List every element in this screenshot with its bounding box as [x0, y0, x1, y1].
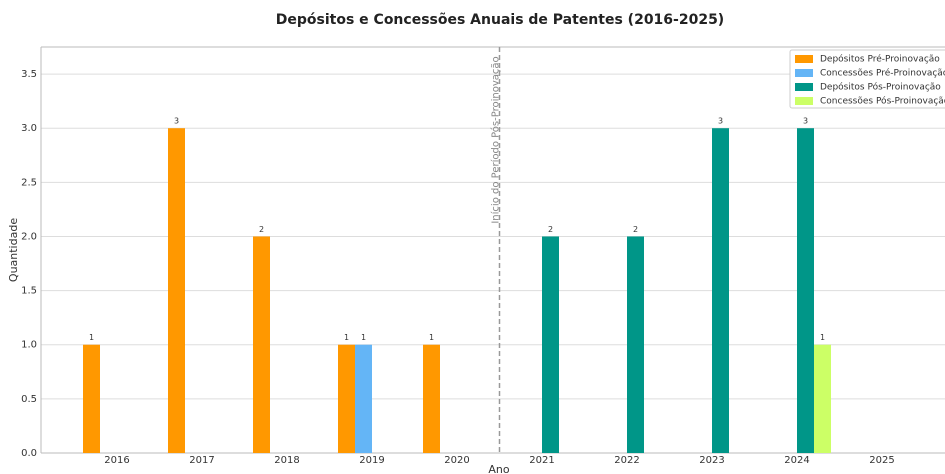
data-label: 2	[259, 225, 264, 234]
y-tick-label: 2.0	[21, 231, 37, 242]
x-tick-label: 2023	[699, 455, 724, 466]
bar	[814, 344, 831, 453]
y-tick-label: 1.5	[21, 286, 37, 297]
bar	[338, 344, 355, 453]
y-tick-label: 1.0	[21, 340, 37, 351]
y-tick-label: 0.5	[21, 394, 37, 405]
x-tick-label: 2024	[784, 455, 809, 466]
data-label: 1	[361, 333, 366, 342]
x-tick-label: 2018	[274, 455, 299, 466]
data-label: 2	[633, 225, 638, 234]
bar	[253, 236, 270, 453]
legend-swatch	[795, 83, 813, 91]
bar	[168, 128, 185, 453]
x-tick-label: 2019	[359, 455, 384, 466]
legend-box	[789, 49, 945, 109]
data-label: 2	[548, 225, 553, 234]
legend-swatch	[795, 69, 813, 77]
bar	[355, 344, 372, 453]
legend-label: Depósitos Pré-Proinovação	[820, 54, 940, 65]
bar	[712, 128, 729, 453]
bar	[83, 344, 100, 453]
annotation: Início do Período Pós-Proinovação	[490, 56, 502, 223]
x-tick-label: 2016	[104, 455, 129, 466]
bar	[627, 236, 644, 453]
y-tick-label: 3.0	[21, 123, 37, 134]
x-tick-label: 2025	[869, 455, 894, 466]
x-tick-label: 2022	[614, 455, 639, 466]
x-tick-label: 2017	[189, 455, 214, 466]
bar	[423, 344, 440, 453]
legend-label: Concessões Pré-Proinovação	[820, 68, 945, 79]
x-axis-label: Ano	[488, 463, 509, 474]
chart-title: Depósitos e Concessões Anuais de Patente…	[276, 12, 724, 28]
y-tick-label: 2.5	[21, 177, 37, 188]
legend-label: Concessões Pós-Proinovação	[820, 96, 945, 107]
bar	[797, 128, 814, 453]
data-label: 1	[820, 333, 825, 342]
legend-label: Depósitos Pós-Proinovação	[820, 82, 941, 93]
legend-swatch	[795, 97, 813, 105]
x-tick-label: 2020	[444, 455, 469, 466]
data-label: 1	[429, 333, 434, 342]
bar	[542, 236, 559, 453]
legend-swatch	[795, 55, 813, 63]
y-tick-label: 0.0	[21, 448, 37, 459]
data-label: 3	[803, 117, 808, 126]
y-tick-label: 3.5	[21, 69, 37, 80]
data-label: 1	[89, 333, 94, 342]
y-axis-label: Quantidade	[7, 218, 20, 282]
x-tick-label: 2021	[529, 455, 554, 466]
legend: Depósitos Pré-Proinovação Concessões Pré-…	[789, 49, 945, 109]
data-label: 3	[718, 117, 723, 126]
data-label: 3	[174, 117, 179, 126]
data-label: 1	[344, 333, 349, 342]
